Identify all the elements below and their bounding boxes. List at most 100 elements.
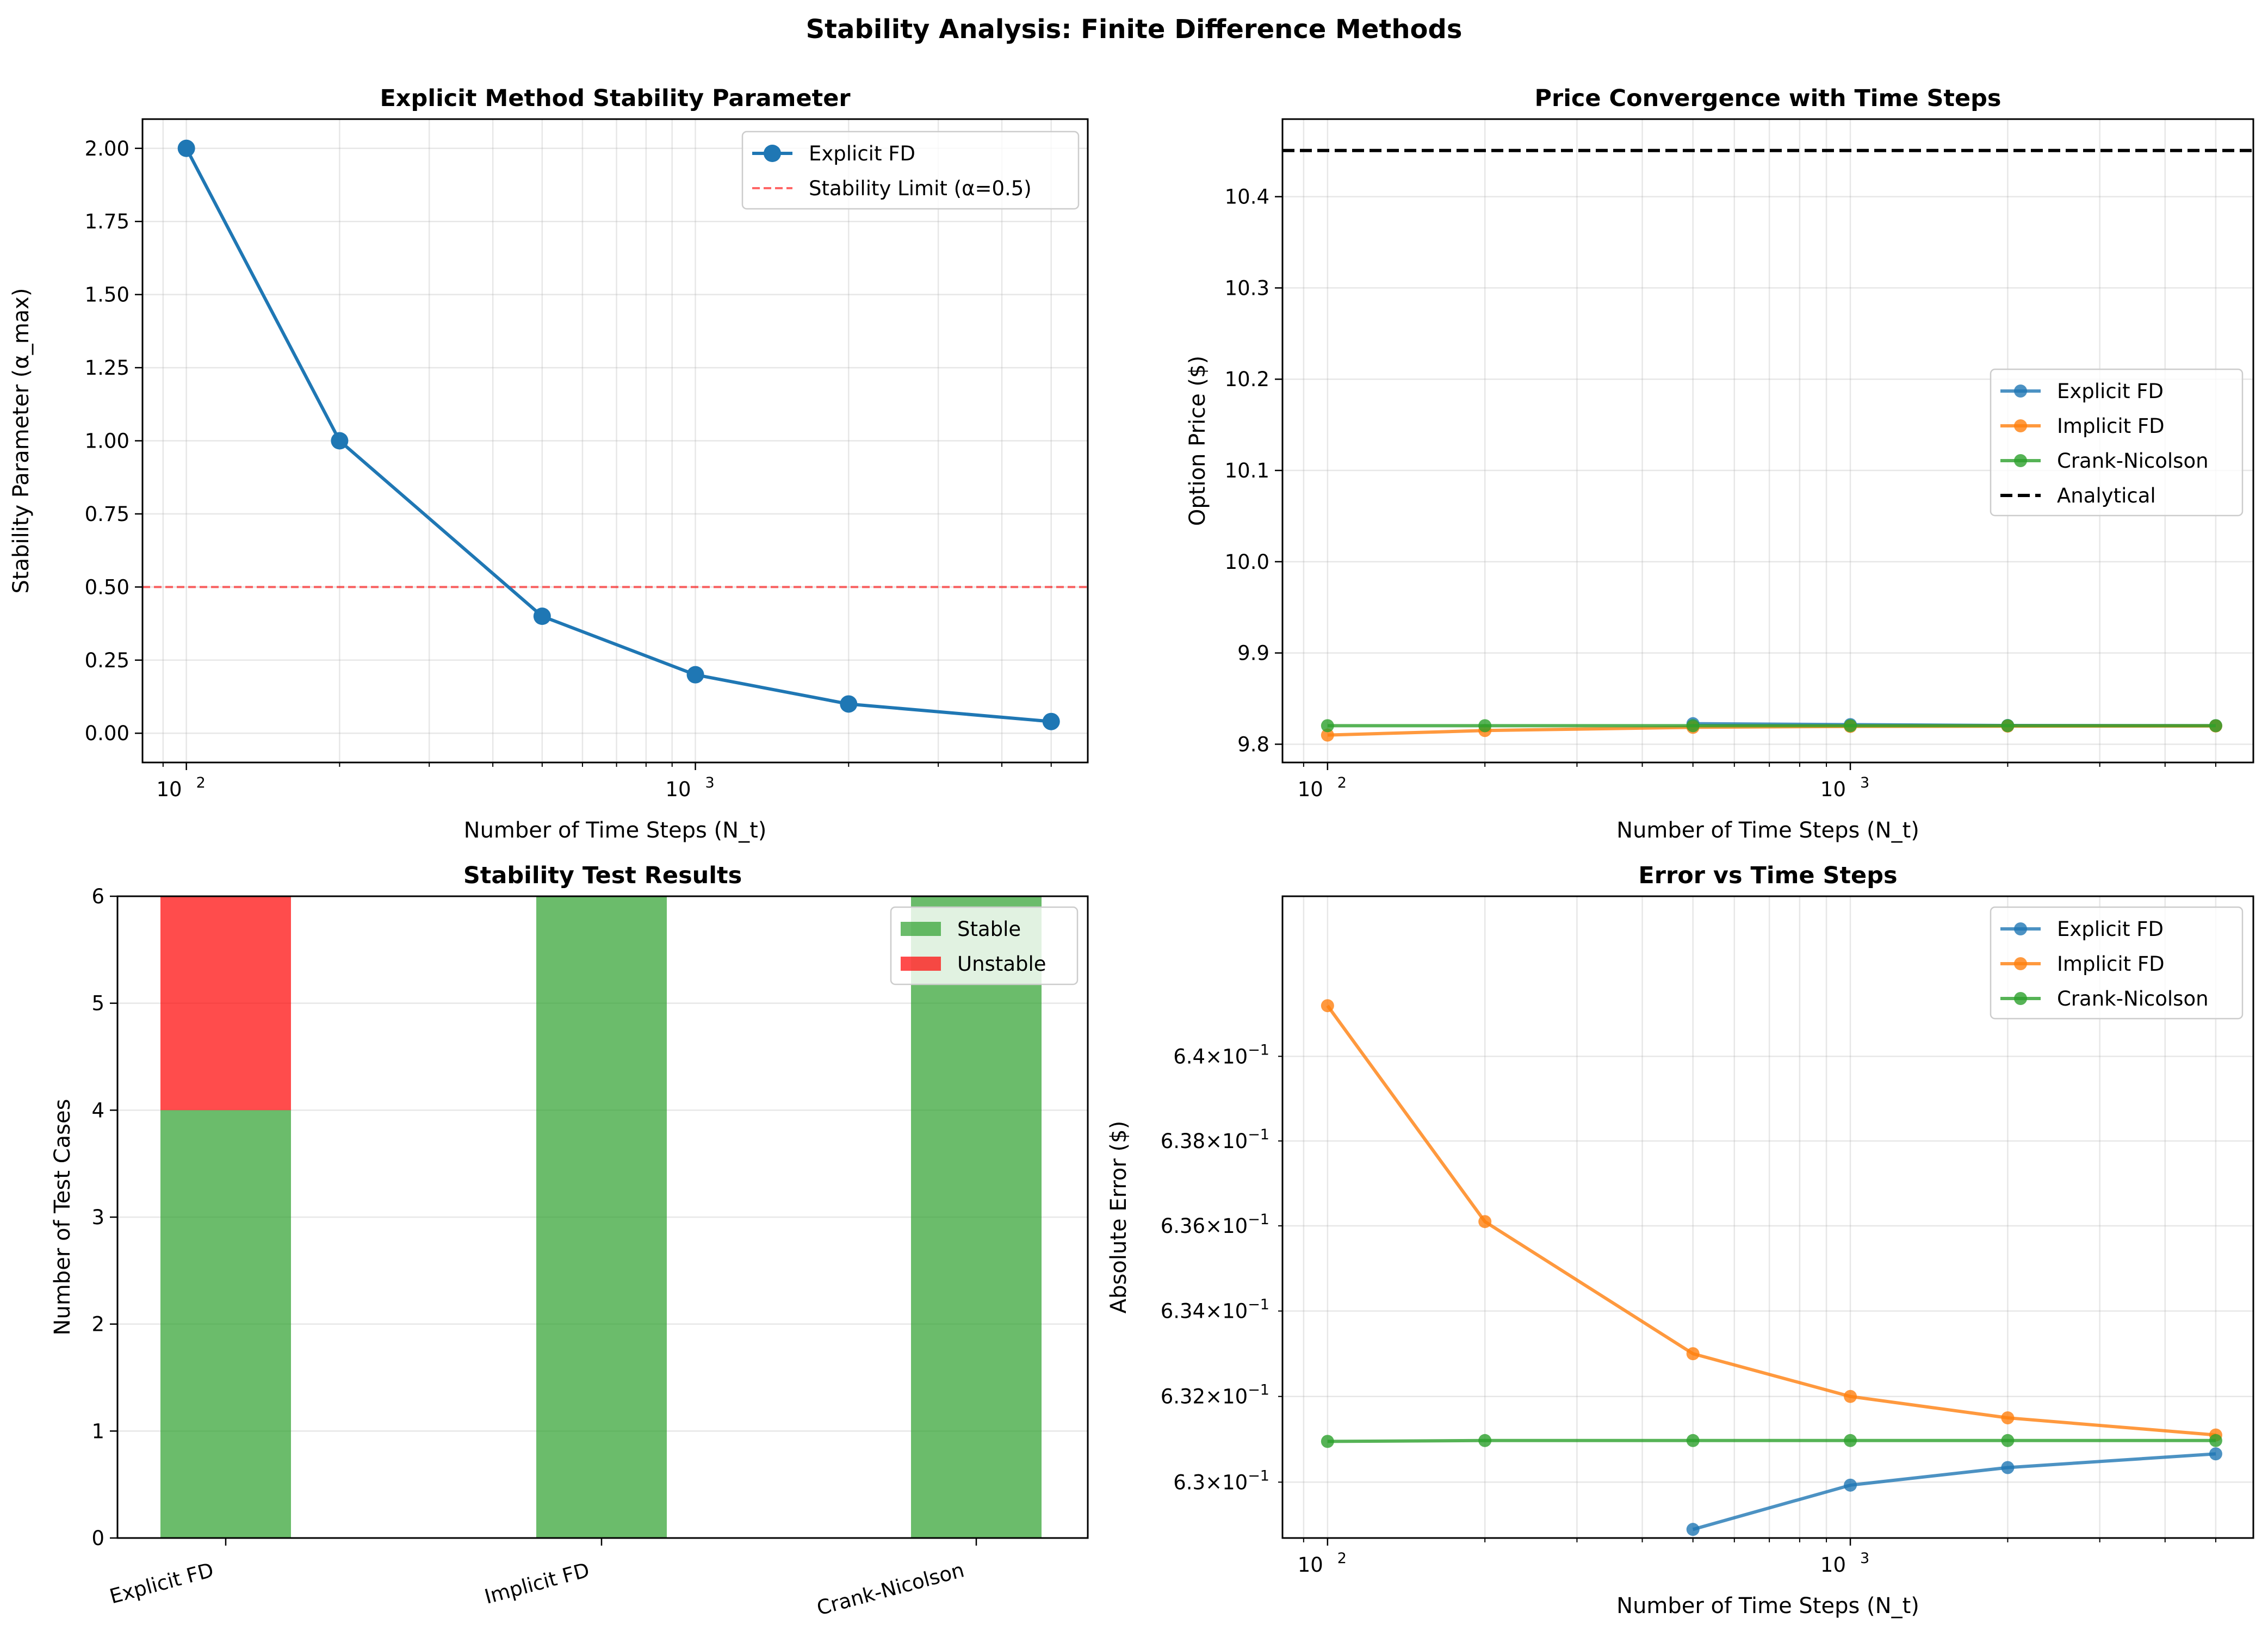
series-1-line [1327, 724, 2216, 737]
y-tick-label: 6.4×10−1 [1173, 1041, 1269, 1068]
legend-label: Crank-Nicolson [2057, 987, 2209, 1010]
y-tick-label: 6.32×10−1 [1161, 1382, 1269, 1409]
axes-frame [141, 118, 1089, 764]
x-tick-label-exponent: 3 [1860, 774, 1869, 791]
y-axis-label: Stability Parameter (α_max) [9, 288, 34, 594]
legend-box [1990, 906, 2244, 1020]
x-tick-label-exponent: 2 [196, 774, 206, 791]
legend-label: Explicit FD [2057, 380, 2164, 403]
y-tick-label: 4 [91, 1099, 104, 1122]
stable-bar [160, 1110, 291, 1538]
unstable-bar [160, 896, 291, 1111]
y-tick-label: 5 [91, 992, 104, 1015]
y-tick-label: 1 [91, 1419, 104, 1443]
series-2-point [1686, 719, 1700, 733]
y-tick-label: 0.25 [85, 649, 129, 672]
legend-marker [2014, 992, 2027, 1005]
y-tick-label: 2.00 [85, 137, 129, 160]
series-2-point [1321, 1435, 1334, 1448]
x-tick-label: 10 3 [665, 774, 714, 801]
series-2-point [1686, 1434, 1700, 1447]
price-convergence-chart: 9.8 9.9 10.0 10.1 10.2 10.3 10.4 10 2 10 3 Price Co… [1185, 85, 2254, 843]
y-tick-label: 3 [91, 1206, 104, 1229]
x-tick-label: 10 2 [157, 774, 206, 801]
legend-label: Stable [957, 917, 1021, 941]
x-axis-label: Number of Time Steps (N_t) [1616, 818, 1919, 843]
y-tick-label: 1.25 [85, 356, 129, 380]
explicit-fd-line [185, 147, 1051, 723]
y-tick-label: 10.3 [1225, 276, 1269, 300]
series-1-point [1321, 999, 1334, 1013]
legend-box [1990, 368, 2244, 517]
series-2-point [2209, 1434, 2222, 1447]
series-2-point [1321, 719, 1334, 733]
legend-marker [2014, 957, 2027, 970]
stable-bar [536, 896, 667, 1538]
legend-label: Unstable [957, 952, 1046, 976]
figure-title: Stability Analysis: Finite Difference Me… [806, 14, 1463, 45]
y-tick-label: 6 [91, 885, 104, 908]
explicit-fd-point [177, 139, 195, 157]
series-0-point [1686, 1523, 1700, 1536]
x-tick-label: Explicit FD [107, 1558, 216, 1608]
series-0-point [2001, 1461, 2015, 1474]
axes-frame [1281, 118, 2254, 764]
grid [142, 119, 1088, 762]
y-tick-label: 1.50 [85, 283, 129, 307]
y-tick-label: 6.36×10−1 [1161, 1211, 1269, 1238]
stability-test-results-chart: 0 1 2 3 4 5 6 Explicit FD Implicit FD Crank-Nicol… [50, 862, 1089, 1620]
y-axis-label: Number of Test Cases [50, 1099, 75, 1336]
legend-label: Explicit FD [2057, 917, 2164, 941]
x-tick-label: 10 3 [1820, 774, 1869, 801]
series-1-point [1686, 1347, 1700, 1361]
x-tick-label-exponent: 3 [1860, 1550, 1869, 1567]
explicit-fd-point [1042, 712, 1060, 730]
x-tick-label: 10 2 [1298, 774, 1347, 801]
y-tick-label: 0.75 [85, 503, 129, 526]
series-2-line [1327, 1438, 2216, 1443]
legend-marker [2014, 454, 2027, 467]
legend-marker [2014, 922, 2027, 935]
error-vs-time-steps-chart: 6.3×10−1 6.32×10−1 6.34×10−1 6.36×10−1 6.38×… [1106, 862, 2254, 1618]
y-tick-label: 10.4 [1225, 185, 1269, 209]
axes-frame [116, 895, 1089, 1539]
y-tick-label: 0 [91, 1527, 104, 1550]
y-tick-label: 6.3×10−1 [1173, 1467, 1269, 1494]
explicit-fd-point [840, 695, 858, 713]
x-axis-label: Number of Time Steps (N_t) [464, 818, 767, 843]
y-tick-label: 9.8 [1237, 733, 1269, 756]
y-tick-label: 9.9 [1237, 642, 1269, 665]
explicit-fd-point [533, 607, 551, 625]
stability-parameter-chart: 0.00 0.25 0.50 0.75 1.00 1.25 1.50 1.75 2.00 10 2 1… [9, 85, 1089, 843]
y-tick-label: 6.34×10−1 [1161, 1297, 1269, 1323]
series-1-point [2001, 1411, 2015, 1425]
x-axis-label: Number of Time Steps (N_t) [1616, 1593, 1919, 1618]
series-0-point [2209, 1447, 2222, 1461]
axes-frame [1281, 895, 2254, 1539]
series-0-line [1692, 1452, 2216, 1531]
legend-marker [2014, 419, 2027, 432]
legend-label: Stability Limit (α=0.5) [809, 177, 1032, 200]
x-tick-label: Implicit FD [482, 1558, 592, 1609]
chart-title: Stability Test Results [463, 862, 742, 889]
series-1-point [1844, 1390, 1857, 1403]
legend-swatch [901, 922, 941, 936]
x-tick-label: 10 2 [1298, 1550, 1347, 1577]
y-tick-label-exponent: −1 [1248, 1041, 1269, 1058]
y-tick-label-exponent: −1 [1248, 1467, 1269, 1484]
y-tick-label: 10.2 [1225, 368, 1269, 391]
legend-label: Implicit FD [2057, 952, 2165, 976]
series-2-point [2001, 719, 2015, 733]
legend-label: Implicit FD [2057, 414, 2165, 438]
x-tick-label: 10 3 [1820, 1550, 1869, 1577]
series-1-point [1478, 1215, 1492, 1229]
chart-title: Error vs Time Steps [1638, 862, 1897, 889]
y-tick-label: 1.75 [85, 210, 129, 233]
series-2-point [2001, 1434, 2015, 1447]
series-2-point [2209, 719, 2222, 733]
x-tick-label: Crank-Nicolson [814, 1558, 966, 1620]
x-tick-label-exponent: 2 [1337, 1550, 1347, 1567]
y-tick-label-exponent: −1 [1248, 1382, 1269, 1399]
legend-marker [764, 145, 781, 162]
y-tick-label-exponent: −1 [1248, 1211, 1269, 1228]
